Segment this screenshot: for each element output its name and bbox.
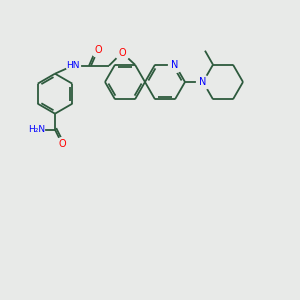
Text: O: O [58,139,66,149]
Text: N: N [171,60,179,70]
Text: HN: HN [66,61,80,70]
Text: O: O [94,45,102,55]
Text: O: O [118,48,126,58]
Text: N: N [199,77,207,87]
Text: H₂N: H₂N [28,125,46,134]
